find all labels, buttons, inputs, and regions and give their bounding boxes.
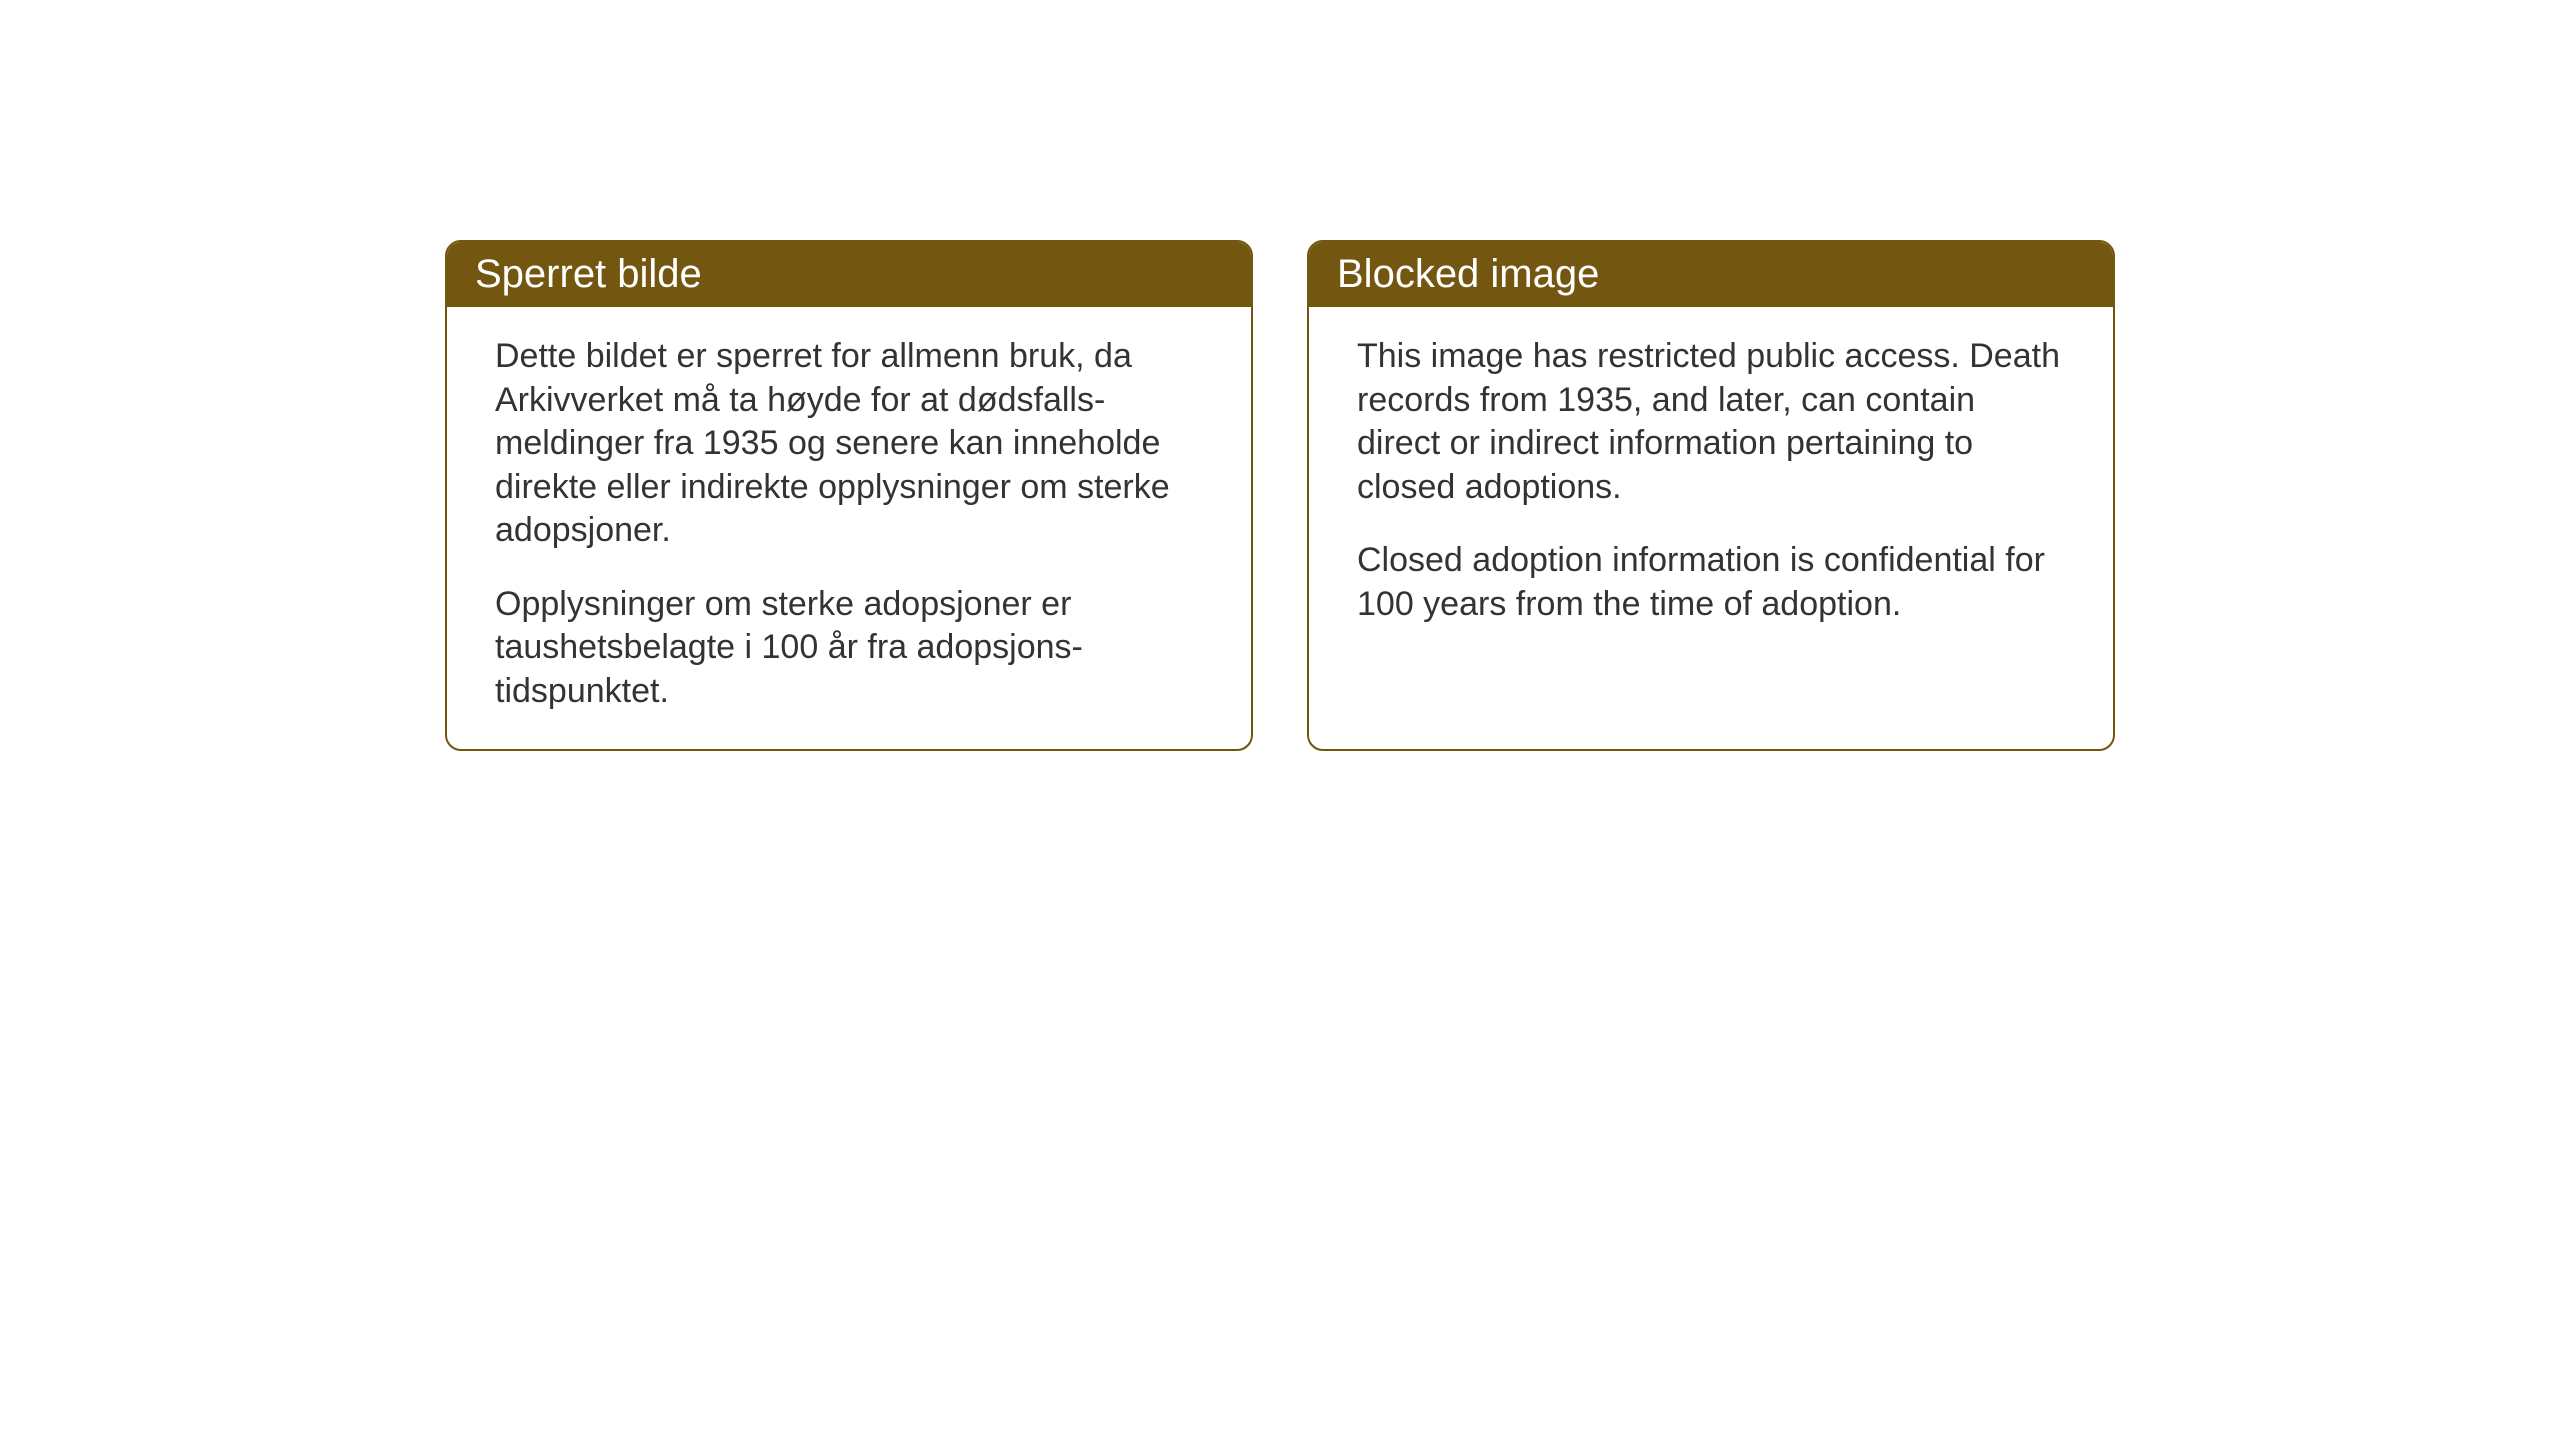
norwegian-card-title: Sperret bilde <box>447 242 1251 307</box>
notice-cards-container: Sperret bilde Dette bildet er sperret fo… <box>445 240 2115 751</box>
norwegian-paragraph-1: Dette bildet er sperret for allmenn bruk… <box>495 335 1203 553</box>
english-card-body: This image has restricted public access.… <box>1309 307 2113 687</box>
norwegian-paragraph-2: Opplysninger om sterke adopsjoner er tau… <box>495 583 1203 714</box>
english-card-title: Blocked image <box>1309 242 2113 307</box>
norwegian-notice-card: Sperret bilde Dette bildet er sperret fo… <box>445 240 1253 751</box>
english-paragraph-2: Closed adoption information is confident… <box>1357 539 2065 626</box>
english-notice-card: Blocked image This image has restricted … <box>1307 240 2115 751</box>
norwegian-card-body: Dette bildet er sperret for allmenn bruk… <box>447 307 1251 749</box>
english-paragraph-1: This image has restricted public access.… <box>1357 335 2065 509</box>
